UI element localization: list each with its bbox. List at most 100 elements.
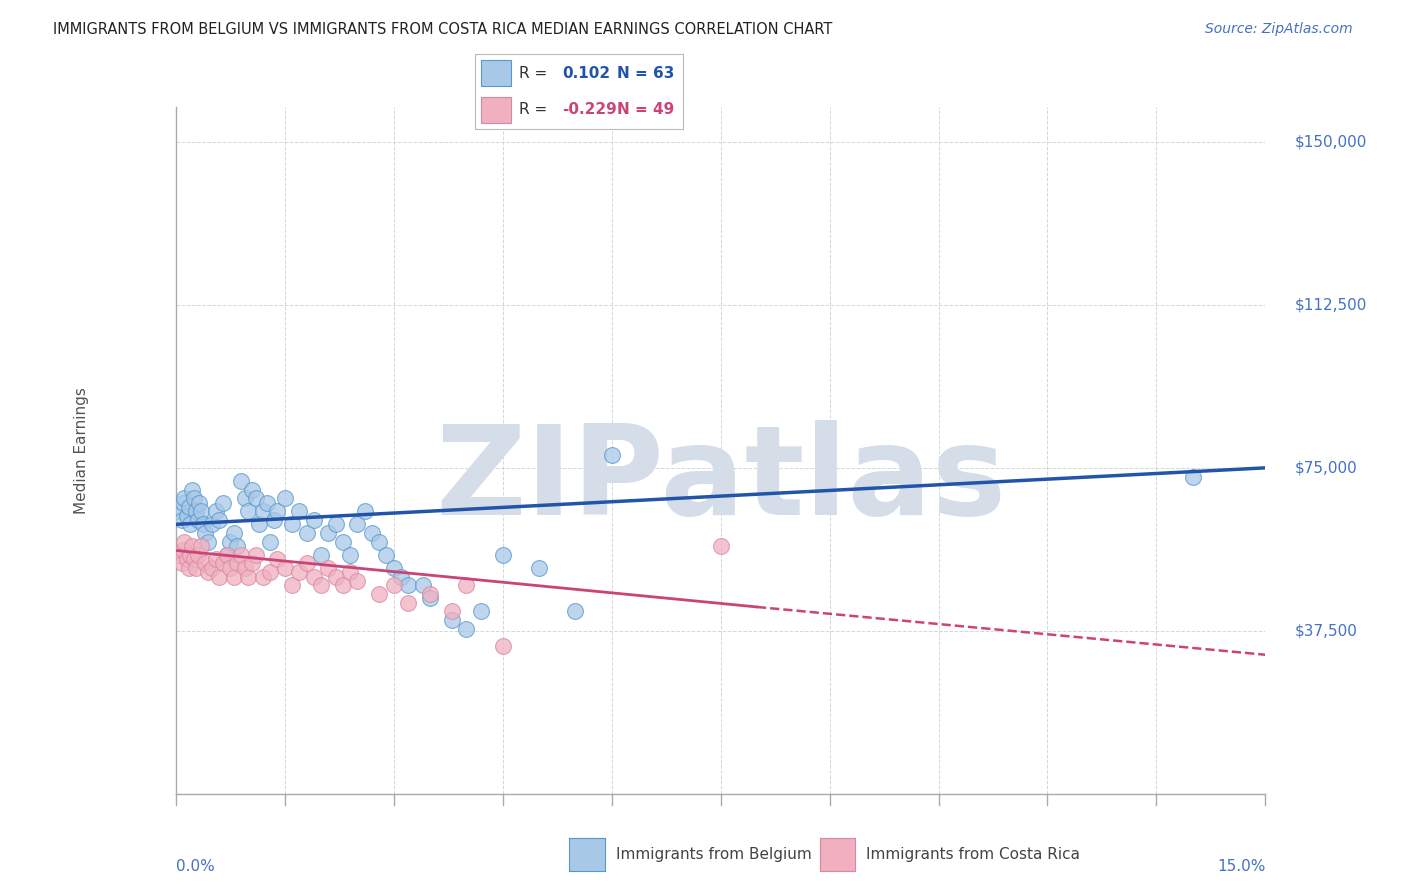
Point: [169, 504, 191, 518]
Point: [412, 578, 434, 592]
Point: [259, 534, 281, 549]
Point: [382, 578, 405, 592]
Point: [238, 569, 260, 583]
Point: [470, 604, 492, 618]
Point: [197, 565, 219, 579]
Point: [215, 548, 238, 562]
Point: [600, 448, 623, 462]
Point: [396, 596, 419, 610]
Point: [176, 552, 198, 566]
Point: [1181, 469, 1204, 483]
Point: [375, 548, 398, 562]
Point: [288, 565, 311, 579]
Text: Source: ZipAtlas.com: Source: ZipAtlas.com: [1205, 22, 1353, 37]
Point: [382, 561, 405, 575]
Point: [183, 552, 205, 566]
Point: [353, 504, 375, 518]
Point: [231, 548, 253, 562]
Point: [240, 557, 263, 571]
Point: [564, 604, 586, 618]
Point: [288, 504, 311, 518]
Point: [281, 578, 304, 592]
Point: [208, 513, 231, 527]
Point: [219, 561, 242, 575]
Point: [295, 526, 318, 541]
Point: [339, 548, 361, 562]
Point: [346, 574, 368, 588]
Point: [361, 526, 384, 541]
Point: [204, 552, 226, 566]
Point: [183, 491, 205, 506]
Point: [186, 548, 209, 562]
Point: [440, 604, 463, 618]
Point: [266, 552, 288, 566]
Point: [245, 548, 267, 562]
Point: [170, 513, 193, 527]
Point: [339, 565, 361, 579]
Point: [274, 491, 297, 506]
Point: [259, 565, 281, 579]
Point: [193, 517, 215, 532]
Point: [176, 508, 198, 523]
Text: Immigrants from Costa Rica: Immigrants from Costa Rica: [866, 847, 1080, 862]
Text: 0.0%: 0.0%: [176, 859, 215, 874]
Point: [208, 569, 231, 583]
Point: [212, 495, 235, 509]
Point: [186, 513, 209, 527]
Point: [456, 622, 478, 636]
Point: [170, 557, 193, 571]
Point: [252, 504, 274, 518]
Text: Median Earnings: Median Earnings: [73, 387, 89, 514]
Point: [368, 587, 391, 601]
Point: [188, 495, 211, 509]
Point: [492, 548, 515, 562]
Point: [389, 569, 412, 583]
Text: ZIPatlas: ZIPatlas: [434, 420, 1007, 541]
Point: [177, 561, 200, 575]
Point: [172, 495, 194, 509]
Point: [325, 517, 347, 532]
Text: R =: R =: [519, 102, 547, 117]
Point: [172, 543, 194, 558]
Point: [318, 526, 340, 541]
Point: [233, 561, 256, 575]
Point: [173, 491, 195, 506]
Point: [295, 557, 318, 571]
Point: [419, 587, 441, 601]
Point: [309, 548, 332, 562]
Point: [346, 517, 368, 532]
Point: [302, 513, 325, 527]
Point: [263, 513, 285, 527]
Point: [368, 534, 391, 549]
Point: [492, 639, 515, 653]
Point: [309, 578, 332, 592]
Text: $150,000: $150,000: [1295, 135, 1367, 149]
Point: [456, 578, 478, 592]
Text: N = 49: N = 49: [617, 102, 673, 117]
Point: [302, 569, 325, 583]
Point: [190, 504, 212, 518]
Point: [201, 517, 224, 532]
Point: [440, 613, 463, 627]
Point: [231, 474, 253, 488]
Text: IMMIGRANTS FROM BELGIUM VS IMMIGRANTS FROM COSTA RICA MEDIAN EARNINGS CORRELATIO: IMMIGRANTS FROM BELGIUM VS IMMIGRANTS FR…: [53, 22, 832, 37]
Point: [169, 548, 191, 562]
Point: [233, 491, 256, 506]
Point: [190, 539, 212, 553]
Point: [266, 504, 288, 518]
Point: [419, 591, 441, 606]
Point: [222, 526, 245, 541]
Text: $112,500: $112,500: [1295, 297, 1367, 312]
Point: [226, 557, 249, 571]
Point: [332, 578, 354, 592]
Point: [219, 534, 242, 549]
Point: [332, 534, 354, 549]
Text: N = 63: N = 63: [617, 66, 673, 81]
Text: 0.102: 0.102: [562, 66, 610, 81]
Point: [396, 578, 419, 592]
Text: Immigrants from Belgium: Immigrants from Belgium: [616, 847, 811, 862]
Point: [240, 483, 263, 497]
Point: [274, 561, 297, 575]
Point: [247, 517, 270, 532]
Point: [226, 539, 249, 553]
